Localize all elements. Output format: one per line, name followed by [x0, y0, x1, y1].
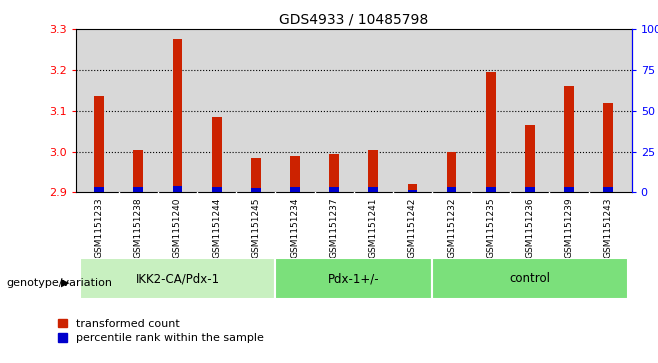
Bar — [290, 187, 300, 192]
Text: genotype/variation: genotype/variation — [7, 278, 113, 288]
Bar — [486, 187, 495, 192]
Text: GSM1151240: GSM1151240 — [173, 197, 182, 258]
Text: IKK2-CA/Pdx-1: IKK2-CA/Pdx-1 — [136, 272, 220, 285]
Text: GSM1151245: GSM1151245 — [251, 197, 261, 258]
Bar — [94, 187, 104, 192]
Text: GSM1151241: GSM1151241 — [368, 197, 378, 258]
Text: GSM1151237: GSM1151237 — [330, 197, 339, 258]
Bar — [603, 102, 613, 192]
Text: GSM1151233: GSM1151233 — [95, 197, 104, 258]
Bar — [134, 187, 143, 192]
Bar — [172, 186, 182, 192]
Text: GSM1151232: GSM1151232 — [447, 197, 456, 258]
Bar — [525, 125, 535, 192]
Text: GSM1151238: GSM1151238 — [134, 197, 143, 258]
Bar — [290, 156, 300, 192]
Bar — [447, 187, 457, 192]
Bar — [486, 72, 495, 192]
Bar — [368, 187, 378, 192]
FancyBboxPatch shape — [275, 258, 432, 299]
Bar — [172, 39, 182, 192]
Bar — [134, 150, 143, 192]
Title: GDS4933 / 10485798: GDS4933 / 10485798 — [279, 12, 428, 26]
Text: control: control — [509, 272, 550, 285]
Text: GSM1151244: GSM1151244 — [212, 197, 221, 258]
Bar — [525, 187, 535, 192]
Bar — [329, 154, 339, 192]
Bar — [407, 190, 417, 192]
Bar — [251, 158, 261, 192]
Bar — [603, 187, 613, 192]
Text: GSM1151235: GSM1151235 — [486, 197, 495, 258]
Text: Pdx-1+/-: Pdx-1+/- — [328, 272, 380, 285]
Bar — [564, 187, 574, 192]
Bar — [407, 184, 417, 192]
FancyBboxPatch shape — [80, 258, 275, 299]
Text: ▶: ▶ — [61, 278, 69, 288]
Bar — [329, 187, 339, 192]
Bar — [212, 117, 222, 192]
Bar — [212, 187, 222, 192]
Text: GSM1151239: GSM1151239 — [565, 197, 574, 258]
FancyBboxPatch shape — [432, 258, 628, 299]
Bar — [447, 151, 457, 192]
Bar — [251, 188, 261, 192]
Text: GSM1151236: GSM1151236 — [525, 197, 534, 258]
Text: GSM1151243: GSM1151243 — [603, 197, 613, 258]
Bar — [94, 97, 104, 192]
Legend: transformed count, percentile rank within the sample: transformed count, percentile rank withi… — [58, 319, 264, 343]
Bar — [368, 150, 378, 192]
Text: GSM1151242: GSM1151242 — [408, 197, 417, 258]
Bar — [564, 86, 574, 192]
Text: GSM1151234: GSM1151234 — [290, 197, 299, 258]
